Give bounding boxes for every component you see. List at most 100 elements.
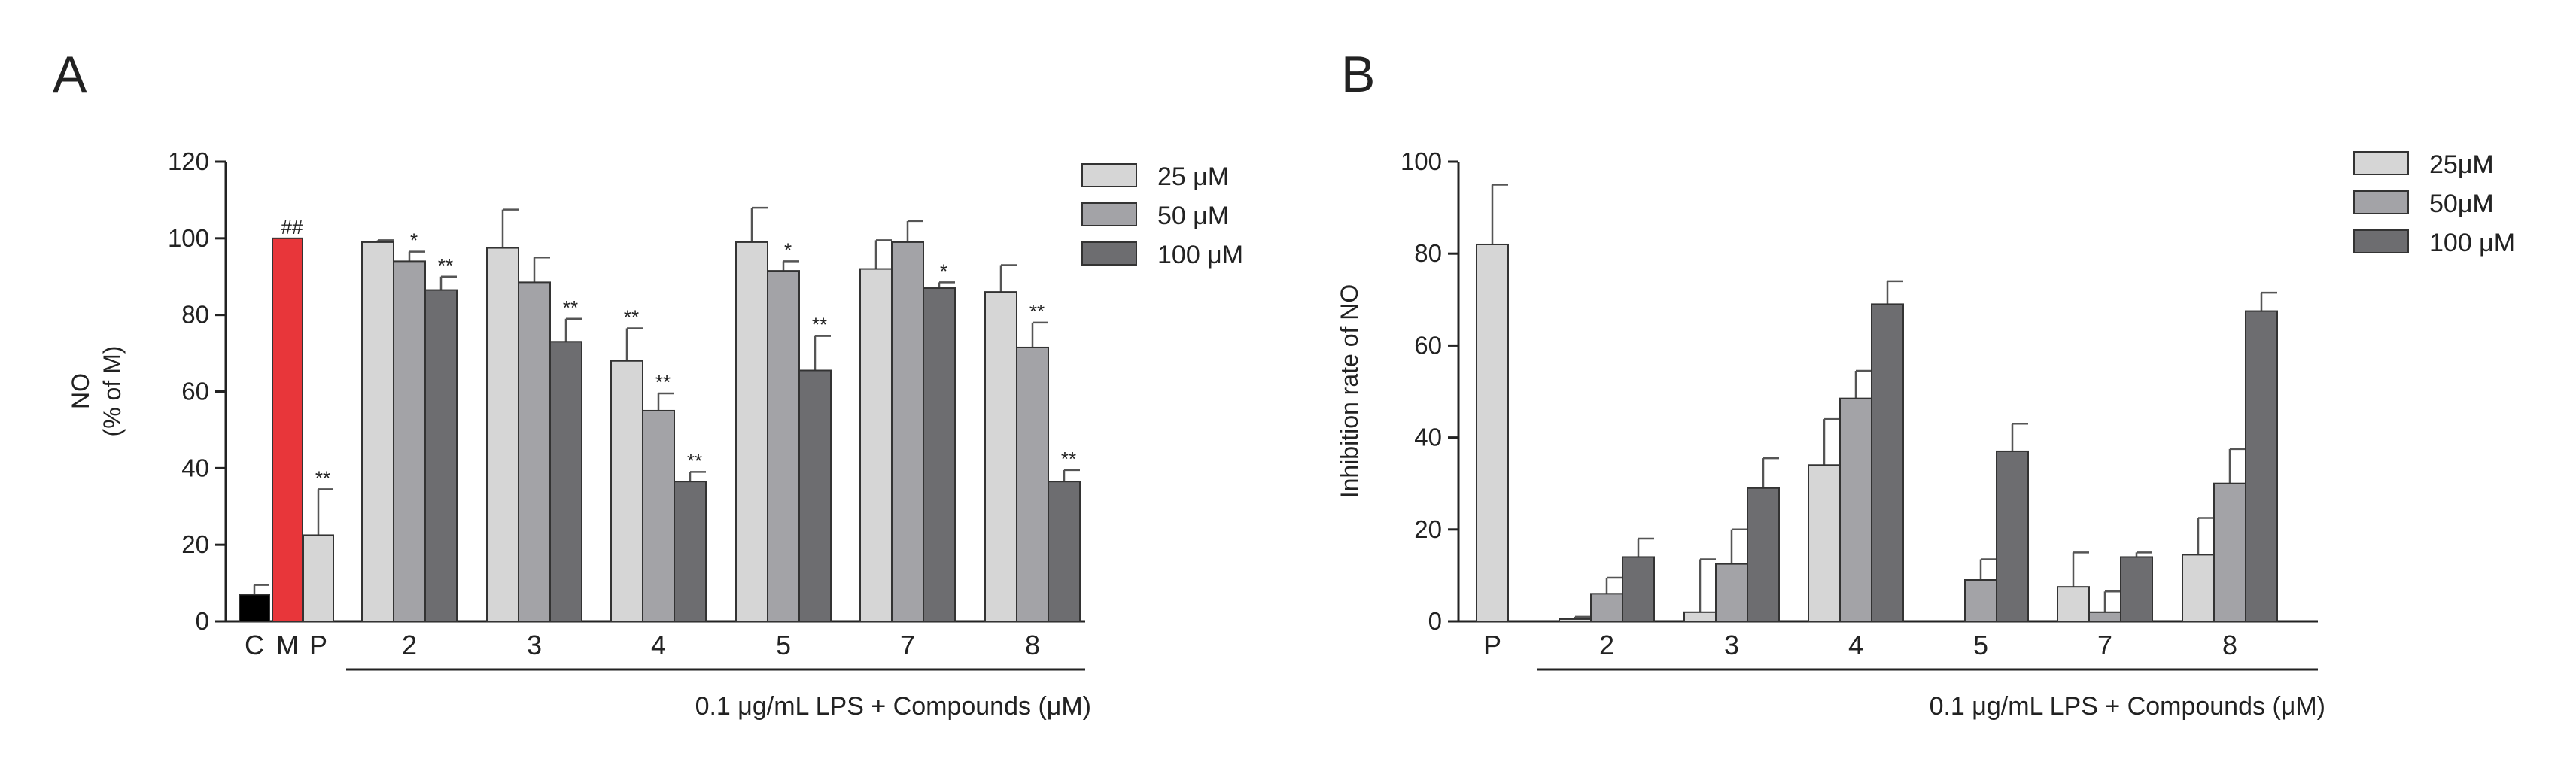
bar-5-100 bbox=[1996, 450, 2029, 622]
bars: C##M**P***2**3******4***5*7****8 bbox=[239, 206, 1081, 660]
bar-7-25 bbox=[2057, 586, 2090, 622]
y-axis-label: Inhibition rate of NO bbox=[1336, 284, 1363, 499]
y-tick-label: 80 bbox=[1414, 239, 1442, 267]
bar-p-significance: ** bbox=[315, 466, 330, 489]
bar-4-50 bbox=[642, 409, 675, 622]
bar-3-25 bbox=[1683, 611, 1717, 623]
x-label-5: 5 bbox=[776, 630, 791, 660]
y-tick-label: 120 bbox=[168, 147, 209, 175]
bar-m-significance: ## bbox=[281, 216, 303, 238]
bar-4-25-significance: ** bbox=[624, 305, 639, 328]
legend-label-100: 100 μM bbox=[1157, 241, 1243, 269]
bar-4-25 bbox=[610, 360, 643, 622]
bar-7-25 bbox=[859, 268, 893, 622]
y-tick-label: 60 bbox=[181, 378, 209, 405]
y-tick-label: 0 bbox=[196, 607, 209, 635]
bar-p bbox=[303, 534, 334, 622]
legend-label-50: 50 μM bbox=[1157, 202, 1229, 230]
legend: 25μM 50μM 100 μM bbox=[2353, 150, 2515, 257]
y-tick-label: 40 bbox=[181, 454, 209, 481]
bar-3-100-significance: ** bbox=[563, 296, 578, 319]
x-label-2: 2 bbox=[1599, 630, 1614, 660]
legend-swatch-100 bbox=[1081, 241, 1137, 266]
bar-3-25 bbox=[486, 247, 519, 622]
x-axis-label: 0.1 μg/mL LPS + Compounds (μM) bbox=[695, 692, 1091, 721]
x-label-8: 8 bbox=[2222, 630, 2237, 660]
bar-8-25 bbox=[984, 291, 1017, 622]
bar-3-100 bbox=[1747, 487, 1780, 622]
bar-2-100 bbox=[424, 289, 458, 622]
panel-label-a: A bbox=[53, 46, 87, 103]
x-label-4: 4 bbox=[651, 630, 666, 660]
bar-3-50 bbox=[518, 281, 551, 622]
bar-3-50 bbox=[1715, 563, 1748, 622]
y-axis-label-line1: NO bbox=[67, 373, 94, 409]
bar-c bbox=[239, 594, 270, 623]
bar-7-100 bbox=[923, 287, 956, 622]
bar-2-50-significance: * bbox=[410, 229, 418, 252]
panel-a: NO (% of M) 0.1 μg/mL LPS + Compounds (μ… bbox=[67, 147, 1243, 721]
bar-5-50 bbox=[767, 270, 800, 622]
x-label-7: 7 bbox=[900, 630, 915, 660]
legend-label-25: 25 μM bbox=[1157, 162, 1229, 191]
x-label-c: C bbox=[245, 630, 264, 660]
x-label-p: P bbox=[309, 630, 327, 660]
bar-7-100 bbox=[2120, 556, 2153, 623]
bar-5-100-significance: ** bbox=[812, 314, 827, 336]
bars: P 2 3 4 5 7 8 bbox=[1476, 184, 2278, 660]
legend-label-100: 100 μM bbox=[2429, 229, 2515, 257]
bar-8-50 bbox=[1016, 346, 1049, 622]
y-tick-label: 20 bbox=[181, 530, 209, 558]
bar-8-100 bbox=[2245, 310, 2278, 622]
x-label-3: 3 bbox=[527, 630, 542, 660]
bar-7-50 bbox=[2088, 611, 2121, 623]
bar-m bbox=[272, 237, 303, 622]
bar-5-50-significance: * bbox=[784, 238, 792, 261]
bar-2-100 bbox=[1622, 556, 1655, 623]
bar-8-50-significance: ** bbox=[1029, 300, 1045, 323]
y-axis-label-line2: (% of M) bbox=[99, 346, 126, 437]
x-label-7: 7 bbox=[2097, 630, 2112, 660]
y-tick-label: 100 bbox=[168, 224, 209, 252]
bar-8-25 bbox=[2182, 554, 2215, 623]
y-tick-label: 0 bbox=[1428, 607, 1442, 635]
bar-4-100 bbox=[1871, 303, 1904, 622]
bar-4-25 bbox=[1808, 464, 1841, 623]
bar-5-100 bbox=[798, 369, 832, 622]
y-tick-label: 80 bbox=[181, 301, 209, 329]
bar-3-100 bbox=[549, 341, 582, 622]
bar-5-25 bbox=[735, 241, 768, 622]
panel-b: Inhibition rate of NO 0.1 μg/mL LPS + Co… bbox=[1336, 147, 2515, 721]
bar-8-100 bbox=[1048, 481, 1081, 623]
legend: 25 μM 50 μM 100 μM bbox=[1081, 162, 1243, 269]
x-label-m: M bbox=[276, 630, 299, 660]
x-label-8: 8 bbox=[1025, 630, 1040, 660]
y-ticks: 0 20 40 60 80 100 120 bbox=[168, 147, 226, 635]
legend-label-25: 25μM bbox=[2429, 150, 2494, 179]
bar-2-100-significance: ** bbox=[438, 254, 453, 277]
y-tick-label: 100 bbox=[1401, 147, 1442, 175]
x-axis-label: 0.1 μg/mL LPS + Compounds (μM) bbox=[1930, 692, 2325, 721]
panel-label-b: B bbox=[1341, 46, 1375, 103]
y-tick-label: 20 bbox=[1414, 515, 1442, 543]
x-label-4: 4 bbox=[1848, 630, 1863, 660]
bar-4-100 bbox=[674, 481, 707, 623]
bar-2-25 bbox=[1559, 618, 1592, 623]
legend-swatch-50 bbox=[2353, 190, 2409, 214]
legend-swatch-100 bbox=[2353, 229, 2409, 253]
y-ticks: 0 20 40 60 80 100 bbox=[1401, 147, 1458, 635]
legend-swatch-50 bbox=[1081, 202, 1137, 226]
bar-4-50-significance: ** bbox=[655, 371, 671, 393]
legend-label-50: 50μM bbox=[2429, 190, 2494, 218]
bar-8-50 bbox=[2213, 482, 2246, 623]
y-tick-label: 60 bbox=[1414, 331, 1442, 359]
x-label-5: 5 bbox=[1973, 630, 1988, 660]
bar-2-50 bbox=[1590, 593, 1623, 623]
bar-p bbox=[1476, 243, 1509, 622]
bar-2-25 bbox=[361, 241, 394, 622]
legend-swatch-25 bbox=[2353, 151, 2409, 175]
bar-8-100-significance: ** bbox=[1061, 448, 1076, 470]
x-label-p: P bbox=[1483, 630, 1501, 660]
y-tick-label: 40 bbox=[1414, 424, 1442, 451]
